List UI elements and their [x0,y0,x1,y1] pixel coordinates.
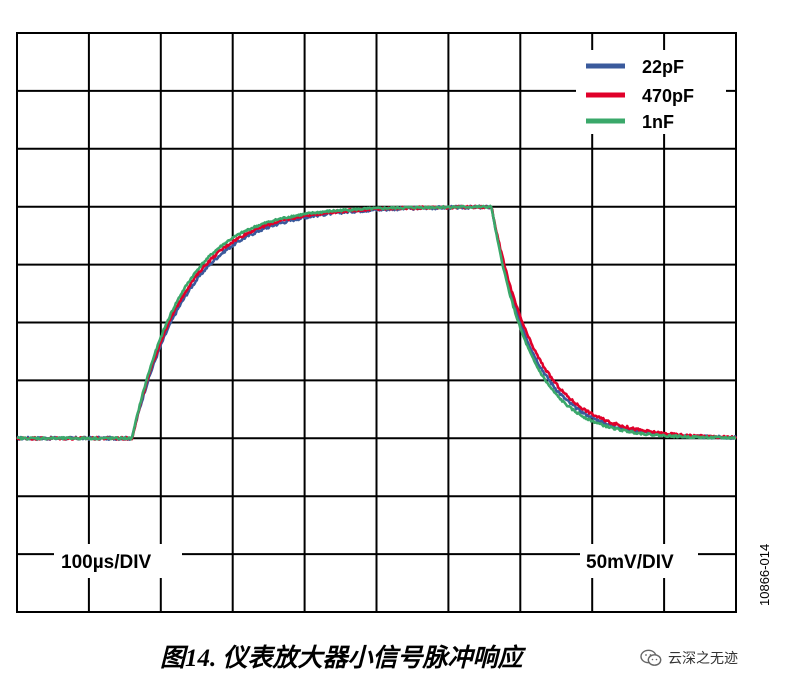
figure-id: 10866-014 [757,543,772,606]
volt-scale-bg [580,544,698,578]
legend-label-1nf: 1nF [642,112,674,132]
watermark-text: 云深之无迹 [668,651,738,667]
scope-chart: 100µs/DIV 50mV/DIV 22pF 470pF 1nF [15,32,738,613]
wechat-icon [640,649,662,666]
time-scale-label: 100µs/DIV [61,552,151,573]
watermark: 云深之无迹 [640,648,738,668]
time-scale-bg [54,544,182,578]
trace-1nf [16,204,737,441]
legend-label-22pf: 22pF [642,57,684,77]
volt-scale-label: 50mV/DIV [586,552,674,573]
figure-caption: 图14. 仪表放大器小信号脉冲响应 [160,645,523,672]
legend-label-470pf: 470pF [642,86,694,106]
legend: 22pF 470pF 1nF [576,50,726,134]
traces [15,204,738,441]
